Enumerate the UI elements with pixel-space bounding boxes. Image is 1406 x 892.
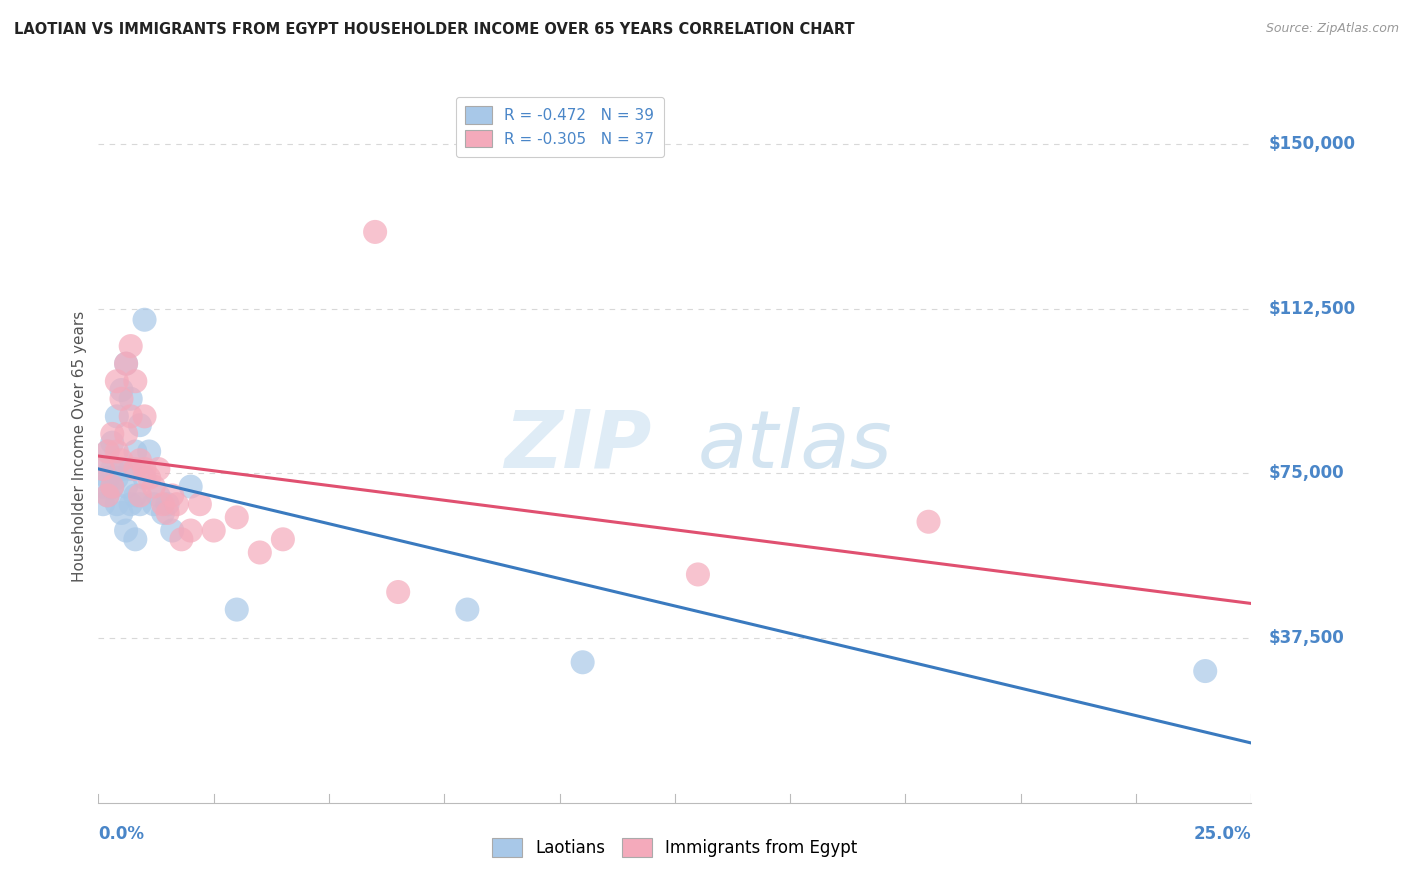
Point	[134, 471, 156, 485]
Point	[456, 602, 478, 616]
Text: $37,500: $37,500	[1268, 629, 1344, 647]
Point	[571, 655, 593, 669]
Point	[115, 480, 138, 494]
Point	[110, 383, 132, 397]
Point	[142, 497, 165, 511]
Point	[225, 602, 247, 616]
Text: 0.0%: 0.0%	[98, 825, 145, 843]
Point	[101, 426, 124, 441]
Point	[120, 462, 142, 476]
Point	[387, 585, 409, 599]
Point	[156, 506, 179, 520]
Point	[110, 392, 132, 406]
Point	[180, 480, 202, 494]
Point	[120, 409, 142, 424]
Point	[97, 488, 120, 502]
Point	[124, 374, 146, 388]
Text: ZIP: ZIP	[505, 407, 652, 485]
Legend: Laotians, Immigrants from Egypt: Laotians, Immigrants from Egypt	[484, 830, 866, 866]
Point	[156, 497, 179, 511]
Point	[160, 488, 183, 502]
Point	[120, 497, 142, 511]
Point	[124, 444, 146, 458]
Point	[129, 488, 152, 502]
Point	[686, 567, 709, 582]
Point	[91, 462, 114, 476]
Point	[91, 462, 114, 476]
Point	[115, 524, 138, 538]
Point	[115, 426, 138, 441]
Point	[138, 471, 160, 485]
Text: $75,000: $75,000	[1268, 465, 1344, 483]
Point	[124, 462, 146, 476]
Point	[97, 444, 120, 458]
Point	[115, 357, 138, 371]
Point	[91, 480, 114, 494]
Point	[134, 409, 156, 424]
Point	[101, 435, 124, 450]
Point	[124, 533, 146, 547]
Point	[129, 418, 152, 433]
Point	[97, 444, 120, 458]
Point	[105, 409, 128, 424]
Y-axis label: Householder Income Over 65 years: Householder Income Over 65 years	[72, 310, 87, 582]
Point	[110, 453, 132, 467]
Point	[101, 462, 124, 476]
Point	[129, 453, 152, 467]
Point	[138, 444, 160, 458]
Point	[110, 462, 132, 476]
Point	[202, 524, 225, 538]
Point	[120, 339, 142, 353]
Text: Source: ZipAtlas.com: Source: ZipAtlas.com	[1265, 22, 1399, 36]
Point	[97, 471, 120, 485]
Text: $150,000: $150,000	[1268, 135, 1355, 153]
Point	[271, 533, 294, 547]
Point	[134, 462, 156, 476]
Point	[225, 510, 247, 524]
Point	[115, 357, 138, 371]
Text: LAOTIAN VS IMMIGRANTS FROM EGYPT HOUSEHOLDER INCOME OVER 65 YEARS CORRELATION CH: LAOTIAN VS IMMIGRANTS FROM EGYPT HOUSEHO…	[14, 22, 855, 37]
Text: $112,500: $112,500	[1268, 300, 1355, 318]
Point	[152, 497, 174, 511]
Point	[105, 444, 128, 458]
Point	[134, 312, 156, 326]
Point	[101, 480, 124, 494]
Point	[101, 480, 124, 494]
Point	[148, 488, 170, 502]
Point	[152, 506, 174, 520]
Point	[105, 471, 128, 485]
Point	[917, 515, 939, 529]
Point	[160, 524, 183, 538]
Point	[180, 524, 202, 538]
Point	[91, 497, 114, 511]
Point	[170, 533, 193, 547]
Point	[129, 497, 152, 511]
Point	[249, 545, 271, 559]
Point	[105, 497, 128, 511]
Point	[120, 392, 142, 406]
Point	[97, 488, 120, 502]
Point	[166, 497, 188, 511]
Point	[110, 506, 132, 520]
Point	[364, 225, 387, 239]
Text: atlas: atlas	[697, 407, 893, 485]
Point	[124, 488, 146, 502]
Point	[142, 480, 165, 494]
Point	[105, 374, 128, 388]
Point	[1194, 664, 1216, 678]
Point	[188, 497, 211, 511]
Point	[148, 462, 170, 476]
Text: 25.0%: 25.0%	[1194, 825, 1251, 843]
